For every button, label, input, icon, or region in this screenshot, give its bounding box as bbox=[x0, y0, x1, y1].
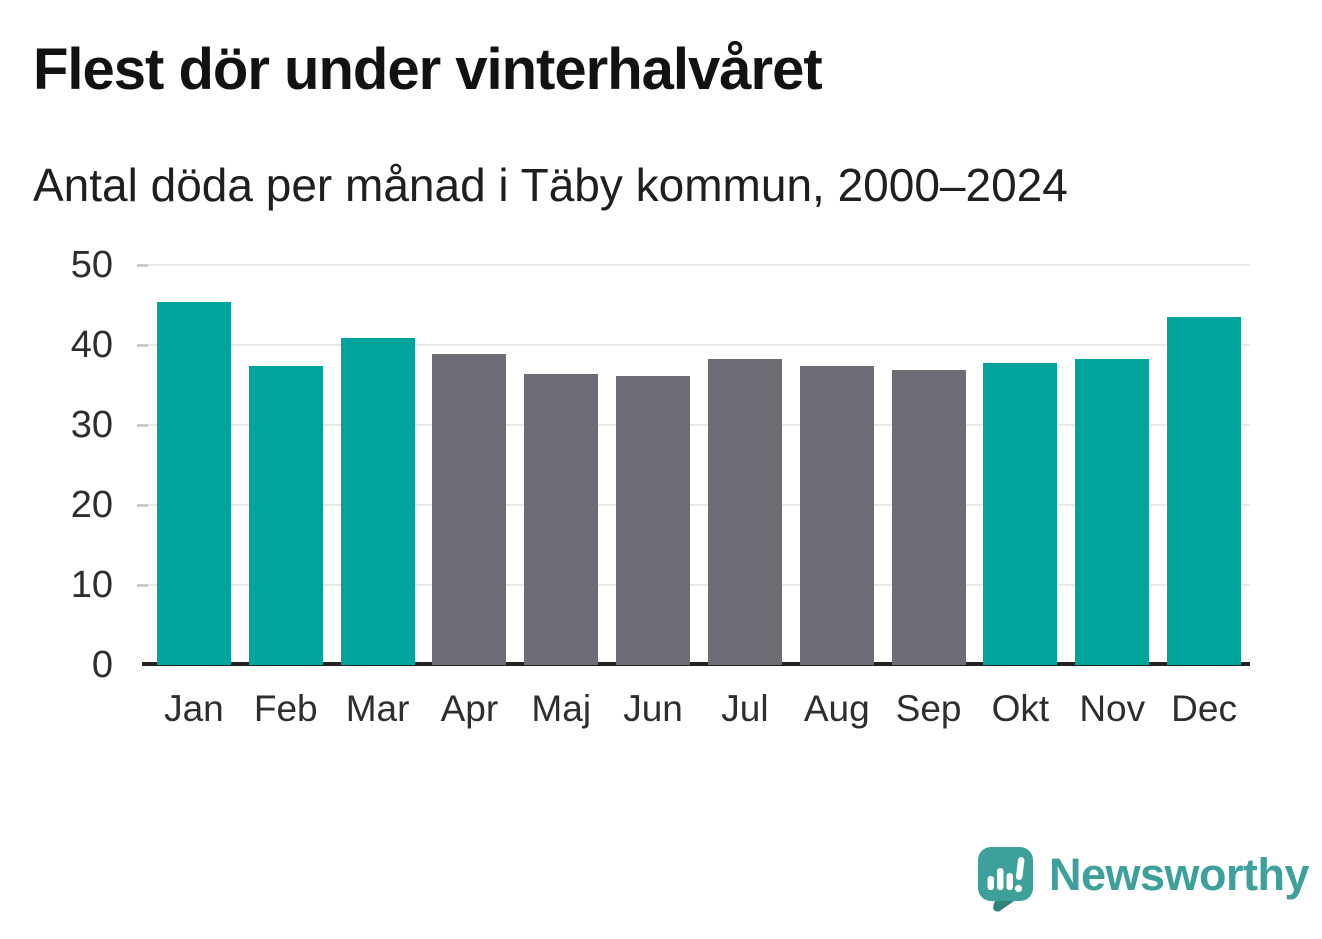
gridline-50 bbox=[148, 264, 1250, 266]
brand-name: Newsworthy bbox=[1049, 849, 1310, 900]
bar-aug bbox=[799, 365, 874, 665]
x-axis-line bbox=[142, 662, 1250, 666]
x-axis-label-jul: Jul bbox=[721, 688, 769, 729]
newsworthy-chart-bubble-icon bbox=[978, 847, 1033, 912]
y-axis-label-40: 40 bbox=[70, 324, 113, 366]
bar-mar bbox=[340, 337, 415, 665]
y-axis-label-10: 10 bbox=[70, 564, 113, 606]
y-axis-label-30: 30 bbox=[70, 404, 113, 446]
bar-maj bbox=[524, 373, 599, 665]
bar-nov bbox=[1075, 358, 1150, 665]
x-axis-label-jun: Jun bbox=[623, 688, 683, 729]
gridline-30 bbox=[148, 424, 1250, 426]
bar-apr bbox=[432, 353, 507, 665]
plot-area: 0 10 20 30 40 50 Jan Feb Mar Apr Maj Jun Jul Aug Sep Ok… bbox=[71, 246, 1250, 729]
bar-okt bbox=[983, 362, 1058, 665]
bar-jan bbox=[156, 301, 231, 665]
x-axis-label-dec: Dec bbox=[1171, 688, 1237, 729]
x-axis-label-okt: Okt bbox=[991, 688, 1050, 729]
bar-jun bbox=[616, 376, 691, 665]
x-axis-label-feb: Feb bbox=[253, 688, 318, 729]
x-axis-label-jan: Jan bbox=[164, 688, 224, 729]
y-axis-label-0: 0 bbox=[91, 644, 113, 686]
y-axis-label-20: 20 bbox=[70, 484, 113, 526]
y-tick-10 bbox=[137, 583, 148, 587]
y-tick-50 bbox=[137, 263, 148, 267]
gridline-20 bbox=[148, 504, 1250, 506]
bar-feb bbox=[248, 365, 323, 665]
y-tick-40 bbox=[137, 343, 148, 347]
gridline-10 bbox=[148, 584, 1250, 586]
y-tick-30 bbox=[137, 423, 148, 427]
x-axis-label-aug: Aug bbox=[803, 688, 870, 729]
y-tick-20 bbox=[137, 503, 148, 507]
x-axis-label-maj: Maj bbox=[531, 688, 592, 729]
chart-title: Flest dör under vinterhalvåret bbox=[33, 37, 823, 102]
x-axis-label-sep: Sep bbox=[895, 688, 962, 729]
x-axis-label-mar: Mar bbox=[345, 688, 410, 729]
bar-jul bbox=[707, 359, 782, 665]
x-axis-label-apr: Apr bbox=[440, 688, 499, 729]
gridline-40 bbox=[148, 344, 1250, 346]
bar-sep bbox=[891, 369, 966, 665]
brand-footer: Newsworthy bbox=[978, 847, 1310, 912]
x-axis-label-nov: Nov bbox=[1079, 688, 1146, 729]
chart-subtitle: Antal döda per månad i Täby kommun, 2000… bbox=[33, 159, 1068, 211]
bar-dec bbox=[1167, 317, 1242, 665]
y-axis-label-50: 50 bbox=[70, 244, 113, 286]
